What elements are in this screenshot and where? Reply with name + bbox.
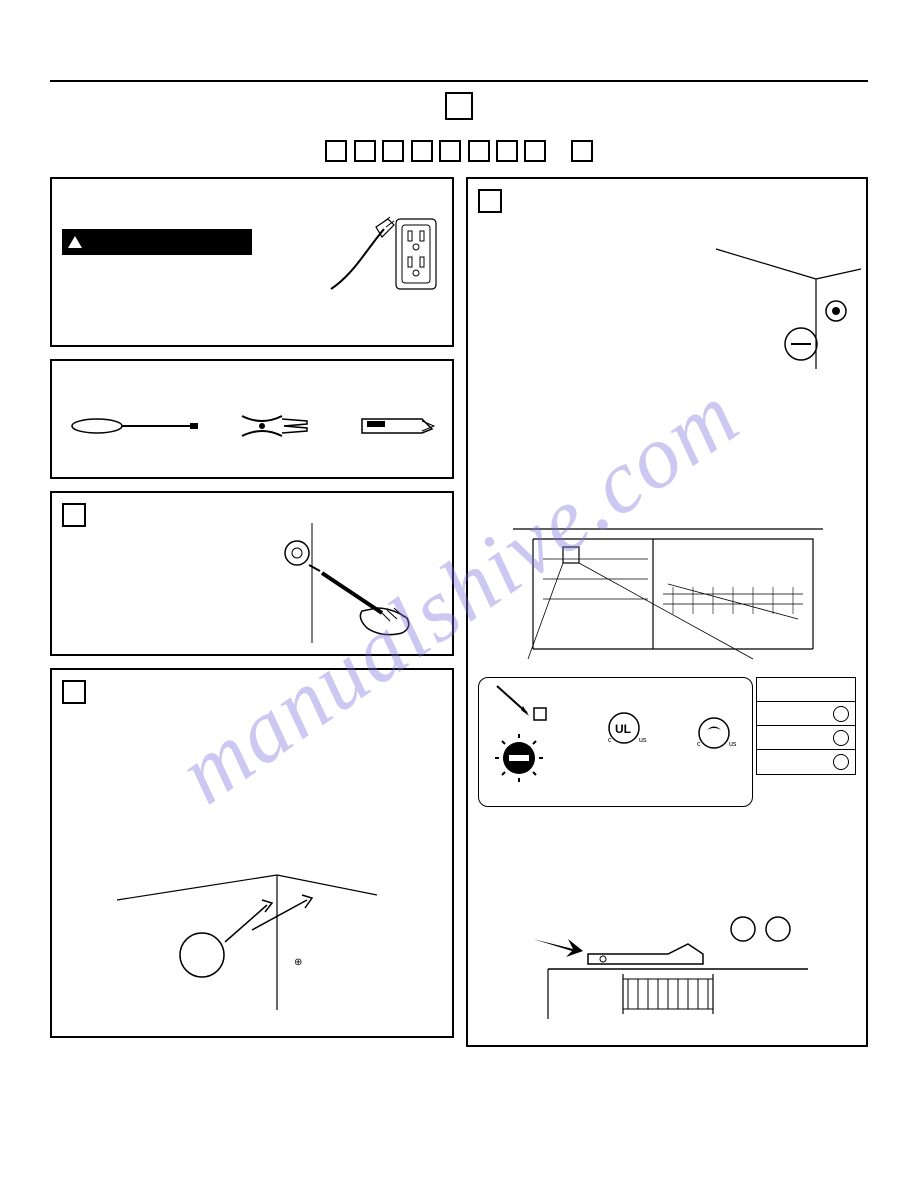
subtitle-box — [325, 140, 347, 162]
table-row — [757, 702, 855, 726]
oven-interior-icon — [473, 499, 863, 679]
svg-text:us: us — [729, 741, 737, 748]
subtitle-box — [439, 140, 461, 162]
header-rule — [50, 80, 868, 82]
left-column: ⊕ — [50, 177, 454, 1047]
svg-text:c: c — [697, 741, 701, 748]
right-column: UL c us us c — [466, 177, 868, 1047]
subtitle-box — [354, 140, 376, 162]
svg-text:c: c — [608, 737, 612, 744]
corner-arrow-icon: ⊕ — [57, 700, 437, 1020]
svg-text:us: us — [639, 737, 647, 744]
circle-icon — [833, 706, 849, 722]
title-row — [50, 92, 868, 120]
rating-label-content: UL c us us c — [479, 678, 754, 808]
warning-triangle-icon — [68, 236, 82, 248]
hand-screwdriver-icon — [232, 523, 432, 643]
step1-box — [62, 503, 86, 527]
step3-panel: UL c us us c — [466, 177, 868, 1047]
subtitle-box — [571, 140, 593, 162]
bracket-lever-icon: (line x1="95" y1="70" x2="185" y2="70") — [528, 909, 828, 1029]
subtitle-boxes — [50, 140, 868, 162]
step1-panel — [50, 491, 454, 656]
step3-box — [478, 189, 502, 213]
subtitle-box — [524, 140, 546, 162]
small-mark: ⊕ — [294, 957, 302, 968]
table-row — [757, 726, 855, 750]
subtitle-box — [468, 140, 490, 162]
svg-text:UL: UL — [615, 722, 631, 736]
circle-icon — [833, 754, 849, 770]
warning-panel — [50, 177, 454, 347]
subtitle-box — [382, 140, 404, 162]
title-box — [445, 92, 473, 120]
corner-knob-icon — [686, 239, 866, 379]
power-cord-outlet-icon — [326, 209, 446, 309]
subtitle-box — [411, 140, 433, 162]
rating-label-card: UL c us us c — [478, 677, 753, 807]
subtitle-box — [496, 140, 518, 162]
tools-row-icon — [62, 371, 442, 471]
tools-panel — [50, 359, 454, 479]
table-header-row — [757, 678, 855, 702]
table-row — [757, 750, 855, 774]
spec-table — [756, 677, 856, 775]
step2-panel: ⊕ — [50, 668, 454, 1038]
circle-icon — [833, 730, 849, 746]
warning-bar — [62, 229, 252, 255]
